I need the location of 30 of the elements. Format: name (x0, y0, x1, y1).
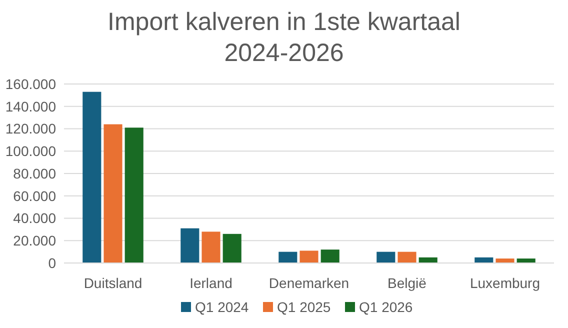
bar (496, 258, 514, 263)
bar (82, 92, 102, 263)
chart-title: Import kalveren in 1ste kwartaal 2024-2026 (108, 8, 460, 67)
y-tick-label: 60.000 (13, 188, 56, 204)
y-tick-label: 140.000 (5, 98, 56, 114)
y-tick-label: 80.000 (13, 165, 56, 182)
bar (320, 250, 340, 263)
bar (300, 250, 318, 263)
x-tick-label: Duitsland (84, 275, 142, 291)
legend-label: Q1 2025 (277, 299, 331, 315)
legend-label: Q1 2026 (359, 299, 413, 315)
y-tick-label: 0 (48, 254, 56, 271)
bar (278, 252, 298, 263)
bar (376, 252, 396, 263)
x-tick-label: Luxemburg (470, 275, 540, 291)
y-tick-label: 160.000 (5, 76, 56, 92)
x-tick-label: Denemarken (268, 275, 350, 291)
y-tick-label: 120.000 (5, 120, 56, 137)
y-tick-label: 40.000 (13, 210, 56, 226)
bar (104, 124, 122, 263)
y-tick-label: 20.000 (13, 232, 56, 249)
bar (398, 252, 416, 263)
x-tick-label: Ierland (190, 275, 232, 291)
bar (202, 232, 220, 263)
y-tick-label: 100.000 (5, 143, 56, 160)
bar (180, 228, 200, 263)
legend-label: Q1 2024 (195, 299, 249, 315)
bar (124, 128, 144, 263)
bar (222, 234, 242, 263)
x-tick-label: België (388, 275, 427, 291)
